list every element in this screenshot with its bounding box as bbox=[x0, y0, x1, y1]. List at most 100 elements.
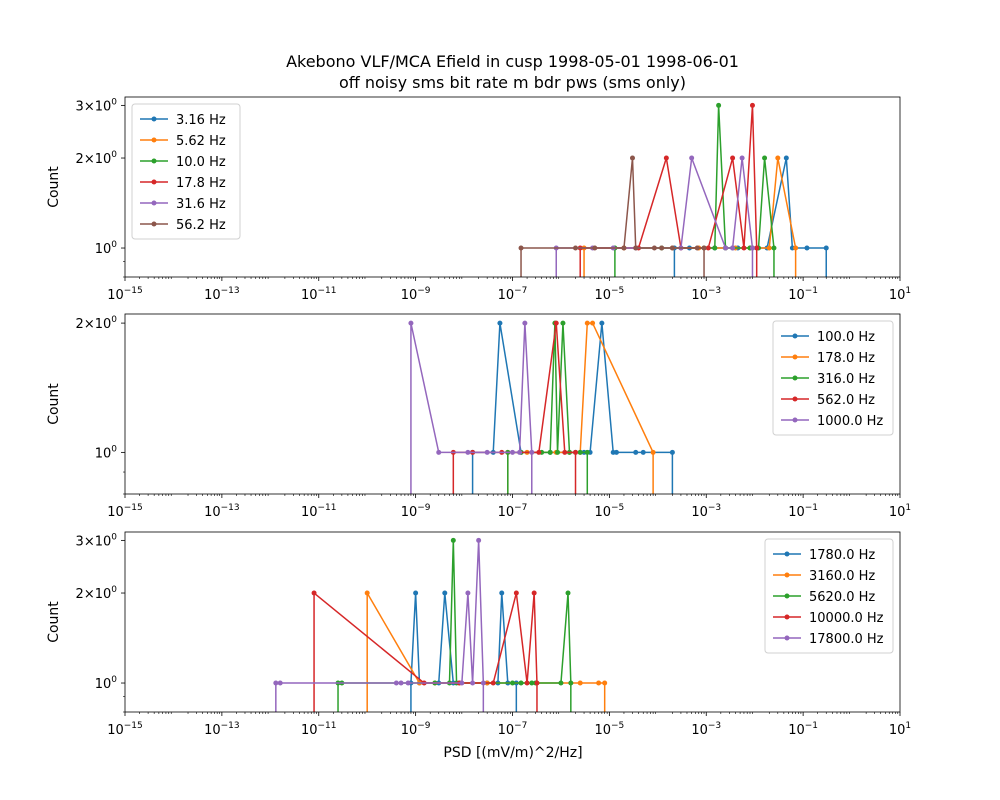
legend-marker bbox=[784, 551, 790, 557]
data-point bbox=[577, 680, 583, 686]
data-point bbox=[592, 245, 598, 251]
legend-marker bbox=[792, 396, 798, 402]
legend-label: 1780.0 Hz bbox=[809, 548, 875, 563]
data-point bbox=[669, 245, 675, 251]
data-point bbox=[629, 155, 635, 161]
series-5620-0-Hz bbox=[335, 537, 574, 712]
data-point bbox=[689, 155, 695, 161]
series-178-0-Hz bbox=[505, 320, 656, 494]
data-point bbox=[573, 449, 579, 455]
data-point bbox=[459, 680, 465, 686]
data-layer bbox=[518, 102, 829, 277]
data-point bbox=[596, 680, 602, 686]
panel-1: 10−15 10−13 10−11 10−9 10−7 10−5 10−3 10−1 101 10… bbox=[76, 96, 911, 303]
data-point bbox=[599, 320, 605, 326]
data-point bbox=[480, 680, 486, 686]
data-point bbox=[712, 245, 718, 251]
data-point bbox=[484, 449, 490, 455]
legend-box bbox=[772, 320, 894, 436]
series-line bbox=[313, 591, 538, 712]
x-tick-label: 10−3 bbox=[691, 503, 721, 520]
data-point bbox=[558, 680, 564, 686]
data-point bbox=[560, 320, 566, 326]
x-tick-label: 10−3 bbox=[691, 721, 721, 738]
series-56-2-Hz bbox=[518, 155, 707, 277]
legend-marker bbox=[151, 179, 157, 185]
data-point bbox=[640, 449, 646, 455]
data-point bbox=[754, 245, 760, 251]
data-point bbox=[701, 245, 707, 251]
legend-item: 562.0 Hz bbox=[781, 393, 875, 408]
axes-frame bbox=[124, 531, 901, 713]
data-point bbox=[529, 449, 535, 455]
legend-item: 3.16 Hz bbox=[140, 113, 226, 128]
data-point bbox=[749, 245, 755, 251]
data-point bbox=[565, 590, 571, 596]
data-point bbox=[442, 590, 448, 596]
x-tick-label: 10−1 bbox=[788, 286, 818, 303]
legend-item: 5620.0 Hz bbox=[773, 590, 875, 605]
data-point bbox=[398, 680, 404, 686]
data-point bbox=[436, 449, 442, 455]
data-point bbox=[783, 155, 789, 161]
series-17800-0-Hz bbox=[273, 537, 486, 712]
data-point bbox=[766, 245, 772, 251]
legend-label: 56.2 Hz bbox=[176, 218, 226, 233]
x-tick-label: 10−11 bbox=[301, 721, 337, 738]
x-tick-label: 10−5 bbox=[594, 286, 624, 303]
data-point bbox=[694, 245, 700, 251]
y-tick-label: 3×100 bbox=[76, 532, 118, 549]
y-tick-label: 3×100 bbox=[76, 97, 118, 114]
legend-label: 31.6 Hz bbox=[176, 197, 226, 212]
legend-item: 3160.0 Hz bbox=[773, 569, 875, 584]
data-point bbox=[771, 245, 777, 251]
data-point bbox=[273, 680, 279, 686]
y-tick-label: 2×100 bbox=[76, 585, 118, 602]
data-point bbox=[364, 590, 370, 596]
data-point bbox=[613, 449, 619, 455]
chart-title-line-2: off noisy sms bit rate m bdr pws (sms on… bbox=[338, 73, 687, 92]
x-tick-label: 10−1 bbox=[788, 503, 818, 520]
panel-2: 10−15 10−13 10−11 10−9 10−7 10−5 10−3 10−1 101 10… bbox=[76, 313, 911, 520]
x-tick-label: 10−13 bbox=[204, 721, 240, 738]
x-axis-label: PSD [(mV/m)^2/Hz] bbox=[443, 745, 583, 761]
legend-label: 3160.0 Hz bbox=[809, 569, 875, 584]
legend-marker bbox=[151, 158, 157, 164]
data-point bbox=[633, 449, 639, 455]
data-point bbox=[749, 102, 755, 108]
legend-item: 56.2 Hz bbox=[140, 218, 226, 233]
data-point bbox=[730, 155, 736, 161]
data-point bbox=[562, 449, 568, 455]
legend-marker bbox=[151, 200, 157, 206]
x-tick-label: 10−15 bbox=[107, 286, 143, 303]
legend-label: 178.0 Hz bbox=[817, 351, 875, 366]
data-point bbox=[408, 320, 414, 326]
data-point bbox=[741, 245, 747, 251]
x-tick-label: 10−11 bbox=[301, 503, 337, 520]
x-tick-label: 10−5 bbox=[594, 721, 624, 738]
legend-marker bbox=[784, 572, 790, 578]
series-line bbox=[579, 105, 758, 277]
legend-label: 10000.0 Hz bbox=[809, 611, 884, 626]
legend-label: 10.0 Hz bbox=[176, 155, 226, 170]
axes-frame bbox=[124, 313, 901, 495]
data-point bbox=[536, 449, 542, 455]
data-point bbox=[584, 449, 590, 455]
data-point bbox=[793, 245, 799, 251]
legend-marker bbox=[784, 614, 790, 620]
legend-label: 17.8 Hz bbox=[176, 176, 226, 191]
series-line bbox=[410, 322, 533, 494]
x-tick-label: 10−13 bbox=[204, 286, 240, 303]
data-point bbox=[499, 590, 505, 596]
legend: 1780.0 Hz 3160.0 Hz 5620.0 Hz 10000.0 Hz 178… bbox=[764, 538, 894, 654]
legend-item: 17800.0 Hz bbox=[773, 632, 884, 647]
data-point bbox=[524, 680, 530, 686]
axes-frame bbox=[124, 96, 901, 278]
data-point bbox=[518, 680, 524, 686]
legend-label: 5.62 Hz bbox=[176, 134, 226, 149]
legend-item: 178.0 Hz bbox=[781, 351, 875, 366]
data-point bbox=[590, 320, 596, 326]
legend-item: 5.62 Hz bbox=[140, 134, 226, 149]
